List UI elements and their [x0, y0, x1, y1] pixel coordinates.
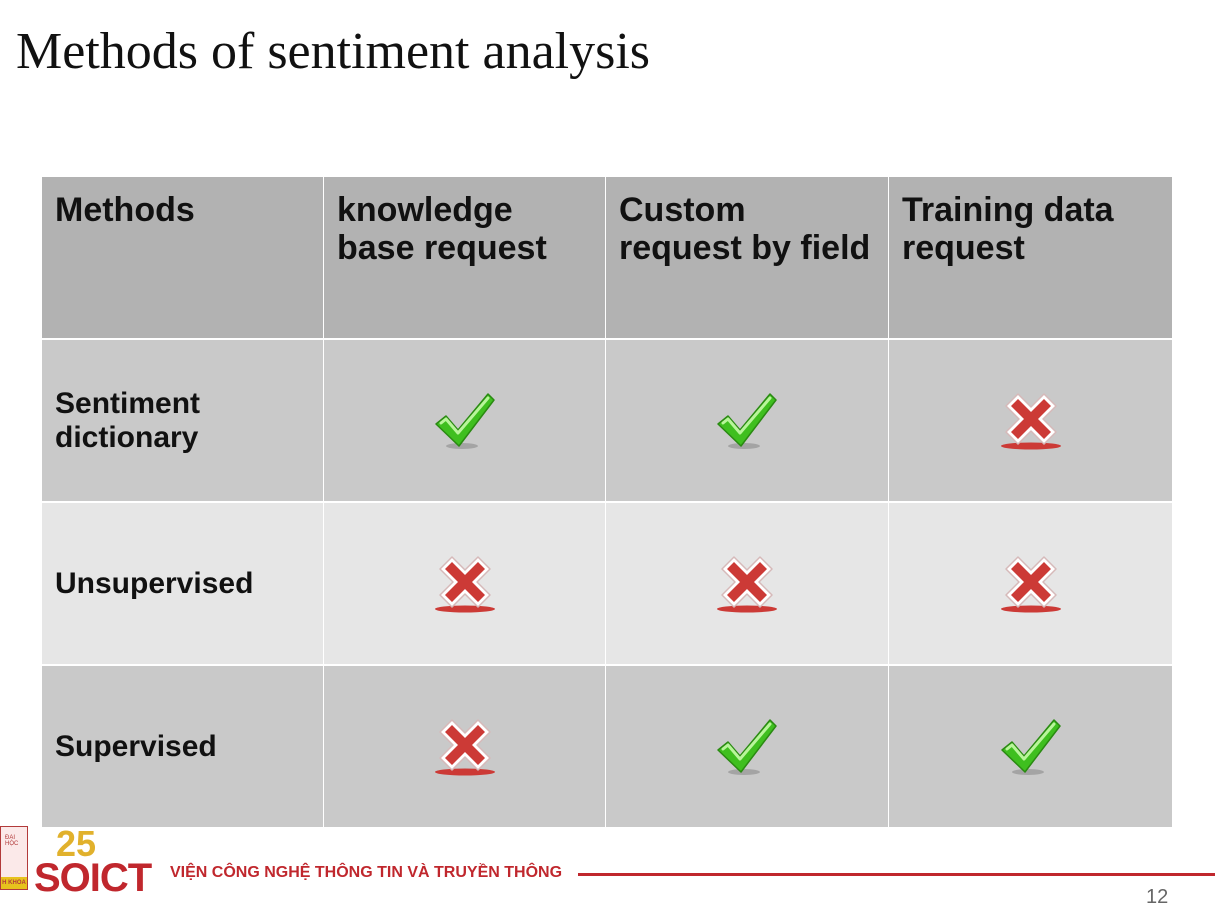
table-cell — [889, 340, 1172, 503]
cross-icon — [432, 714, 498, 780]
comparison-table: Methods knowledge base request Custom re… — [42, 177, 1172, 829]
header-cell-custom-request: Custom request by field — [606, 177, 889, 340]
header-cell-methods: Methods — [42, 177, 324, 340]
logo-wordmark: SOICT — [34, 856, 152, 900]
check-icon — [714, 388, 780, 454]
cross-icon — [714, 551, 780, 617]
slide-title: Methods of sentiment analysis — [16, 23, 651, 80]
page-number: 12 — [1146, 886, 1169, 908]
table-cell — [324, 666, 606, 829]
soict-logo: ĐẠI HỌC H KHOA 25 SOICT — [0, 823, 152, 900]
check-icon — [998, 714, 1064, 780]
cross-icon — [432, 551, 498, 617]
row-label-unsupervised: Unsupervised — [42, 503, 324, 666]
university-emblem: ĐẠI HỌC H KHOA — [0, 826, 28, 890]
header-cell-training-data: Training data request — [889, 177, 1172, 340]
table-cell — [324, 340, 606, 503]
table-cell — [606, 340, 889, 503]
anniversary-number: 25 — [56, 823, 97, 864]
check-icon — [714, 714, 780, 780]
institute-name: VIỆN CÔNG NGHỆ THÔNG TIN VÀ TRUYỀN THÔNG — [170, 864, 563, 881]
header-cell-knowledge-base: knowledge base request — [324, 177, 606, 340]
table-cell — [606, 503, 889, 666]
cross-icon — [998, 388, 1064, 454]
check-icon — [432, 388, 498, 454]
row-label-sentiment-dictionary: Sentiment dictionary — [42, 340, 324, 503]
table-cell — [606, 666, 889, 829]
table-cell — [889, 503, 1172, 666]
table-cell — [324, 503, 606, 666]
row-label-supervised: Supervised — [42, 666, 324, 829]
footer-divider — [578, 873, 1215, 876]
table-cell — [889, 666, 1172, 829]
cross-icon — [998, 551, 1064, 617]
